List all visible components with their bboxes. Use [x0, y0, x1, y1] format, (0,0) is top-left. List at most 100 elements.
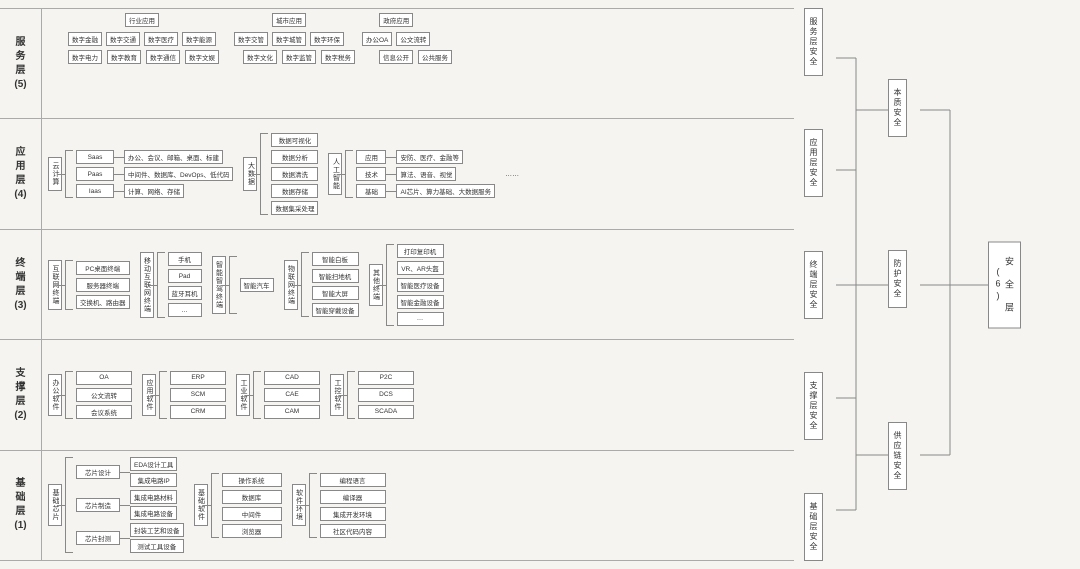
b-box: 芯片制造	[76, 498, 120, 512]
t-box: Pad	[168, 269, 202, 283]
app-box: 办公、会议、邮箱、桌面、标建	[124, 150, 223, 164]
layer-support: 支 撑 层 (2) 办公软件 OA 公文流转 会议系统 应用软件 ERP	[0, 339, 794, 449]
sec-layer-6: 安 全 层 (6)	[988, 241, 1021, 328]
app-box: 技术	[356, 167, 386, 181]
layer-body-terminal: 互联网终端 PC桌面终端 服务器终端 交换机、路由器 移动互联网终端 手机 Pa…	[42, 230, 794, 339]
b-box: 集成开发环境	[320, 507, 386, 521]
svc-box: 数字文化	[243, 50, 277, 64]
cluster-b1: 基础软件 操作系统 数据库 中间件 浏览器	[194, 473, 282, 538]
t-box: …	[168, 303, 202, 317]
t-box: 智能大屏	[312, 286, 359, 300]
app-box: Iaas	[76, 184, 114, 198]
svc-box: 公共服务	[418, 50, 452, 64]
s-box: CRM	[170, 405, 226, 419]
svc-box: 数字交管	[234, 32, 268, 46]
layer-body-service: 行业应用 数字金融 数字交通 数字医疗 数字能源 城市应用 数字交管	[42, 9, 794, 118]
layer-body-base: 基础芯片 芯片设计EDA设计工具集成电路IP 芯片制造集成电路材料集成电路设备 …	[42, 451, 794, 560]
svc-box: 数字能源	[182, 32, 216, 46]
b-box: 中间件	[222, 507, 282, 521]
sec-support: 支撑层安全	[804, 372, 823, 440]
t-box: 蓝牙耳机	[168, 286, 202, 300]
b-box: 编译器	[320, 490, 386, 504]
b-box: 浏览器	[222, 524, 282, 538]
head-industry: 行业应用	[125, 13, 159, 27]
cluster-b0: 基础芯片 芯片设计EDA设计工具集成电路IP 芯片制造集成电路材料集成电路设备 …	[48, 457, 184, 553]
t-box: 交换机、路由器	[76, 295, 130, 309]
layer-base: 基 础 层 (1) 基础芯片 芯片设计EDA设计工具集成电路IP 芯片制造集成电…	[0, 450, 794, 561]
cluster-t3: 物联网终端 智能白板 智能扫地机 智能大屏 智能穿戴设备	[284, 252, 359, 317]
app-box: 计算、网络、存储	[124, 184, 184, 198]
svc-box: 数字医疗	[144, 32, 178, 46]
t-box: 智能白板	[312, 252, 359, 266]
svc-box: 数字城管	[272, 32, 306, 46]
service-group-gov: 政府应用 办公OA 公文流转	[362, 13, 430, 46]
b-box: 操作系统	[222, 473, 282, 487]
security-col1: 服务层安全 应用层安全 终端层安全 支撑层安全 基础层安全	[804, 8, 823, 561]
service-group-city: 城市应用 数字交管 数字城管 数字环保	[234, 13, 344, 46]
b-box: 集成电路IP	[130, 473, 177, 487]
sec-base: 基础层安全	[804, 493, 823, 561]
layer-app: 应 用 层 (4) 云计算 Saas办公、会议、邮箱、桌面、标建 Paas中间件…	[0, 118, 794, 228]
b-box: 集成电路设备	[130, 506, 177, 520]
cluster-t4: 其他终端 打印复印机 VR、AR头盔 智能医疗设备 智能金融设备 …	[369, 244, 444, 326]
layer-label-service: 服 务 层 (5)	[0, 9, 42, 118]
b-box: 编程语言	[320, 473, 386, 487]
t-box: …	[397, 312, 444, 326]
t-box: 打印复印机	[397, 244, 444, 258]
t-box: 智能医疗设备	[397, 278, 444, 292]
layer-label-terminal: 终 端 层 (3)	[0, 230, 42, 339]
head-gov: 政府应用	[379, 13, 413, 27]
layer-terminal: 终 端 层 (3) 互联网终端 PC桌面终端 服务器终端 交换机、路由器 移动互…	[0, 229, 794, 339]
app-box: 数据可视化	[271, 133, 318, 147]
app-box: 数据存储	[271, 184, 318, 198]
t-box: 智能金融设备	[397, 295, 444, 309]
svc-box: 数字交通	[106, 32, 140, 46]
cluster-b2: 软件环境 编程语言 编译器 集成开发环境 社区代码内容	[292, 473, 386, 538]
sec-supply: 供应链安全	[888, 422, 907, 490]
svc-box: 数字教育	[107, 50, 141, 64]
svc-box: 数字电力	[68, 50, 102, 64]
layer-label-base: 基 础 层 (1)	[0, 451, 42, 560]
s-box: CAM	[264, 405, 320, 419]
s-box: 公文流转	[76, 388, 132, 402]
s-box: SCADA	[358, 405, 414, 419]
app-box: 安防、医疗、金融等	[396, 150, 463, 164]
svc-box: 公文流转	[396, 32, 430, 46]
cluster-t0: 互联网终端 PC桌面终端 服务器终端 交换机、路由器	[48, 260, 130, 310]
t-box: VR、AR头盔	[397, 261, 444, 275]
app-box: 应用	[356, 150, 386, 164]
b-box: EDA设计工具	[130, 457, 177, 471]
b-box: 集成电路材料	[130, 490, 177, 504]
cluster-t2: 智能智驾终端 智能汽车	[212, 256, 274, 314]
cluster-s1: 应用软件 ERP SCM CRM	[142, 371, 226, 419]
layer-label-support: 支 撑 层 (2)	[0, 340, 42, 449]
svc-box: 信息公开	[379, 50, 413, 64]
security-col3: 安 全 层 (6)	[988, 241, 1021, 328]
app-box: AI芯片、算力基础、大数据服务	[396, 184, 495, 198]
head-city: 城市应用	[272, 13, 306, 27]
s-box: DCS	[358, 388, 414, 402]
service-group-industry: 行业应用 数字金融 数字交通 数字医疗 数字能源	[68, 13, 216, 46]
svc-box: 数字环保	[310, 32, 344, 46]
layer-label-app: 应 用 层 (4)	[0, 119, 42, 228]
svc-box: 数字监管	[282, 50, 316, 64]
layer-body-support: 办公软件 OA 公文流转 会议系统 应用软件 ERP SCM CRM	[42, 340, 794, 449]
sec-service: 服务层安全	[804, 8, 823, 76]
app-box: Paas	[76, 167, 114, 181]
b-box: 芯片封测	[76, 531, 120, 545]
t-box: 服务器终端	[76, 278, 130, 292]
right-panel: 服务层安全 应用层安全 终端层安全 支撑层安全 基础层安全	[800, 0, 1080, 569]
svc-box: 数字文娱	[185, 50, 219, 64]
cluster-ai: 人工智能 应用安防、医疗、金融等 技术算法、语音、视觉 基础AI芯片、算力基础、…	[328, 150, 519, 198]
ellipsis: ……	[505, 171, 519, 178]
app-box: 数据集采处理	[271, 201, 318, 215]
layer-body-app: 云计算 Saas办公、会议、邮箱、桌面、标建 Paas中间件、数据库、DevOp…	[42, 119, 794, 228]
layer-service: 服 务 层 (5) 行业应用 数字金融 数字交通 数字医疗 数字能源	[0, 8, 794, 118]
s-box: CAE	[264, 388, 320, 402]
app-box: Saas	[76, 150, 114, 164]
svc-box: 数字税务	[321, 50, 355, 64]
connector-svg	[800, 0, 1080, 569]
b-box: 测试工具设备	[130, 539, 184, 553]
cluster-s0: 办公软件 OA 公文流转 会议系统	[48, 371, 132, 419]
cluster-s3: 工控软件 P2C DCS SCADA	[330, 371, 414, 419]
